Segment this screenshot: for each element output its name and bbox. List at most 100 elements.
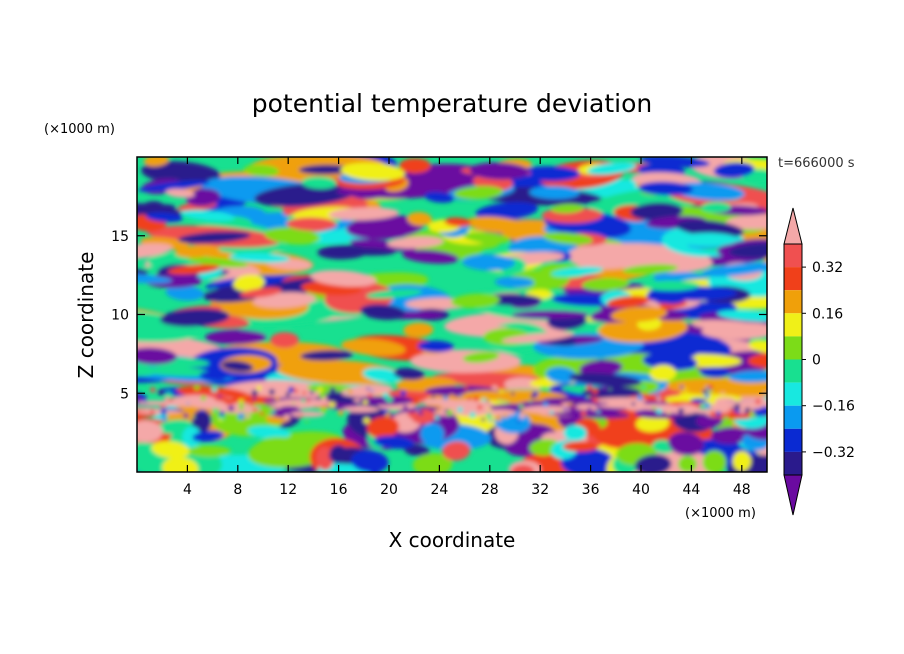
time-label: t=666000 s: [778, 156, 855, 171]
field-anomaly: [260, 436, 304, 451]
noise-speck: [242, 418, 245, 421]
noise-speck: [656, 408, 663, 415]
inversion-anomaly: [485, 409, 516, 417]
field-anomaly: [444, 217, 472, 227]
field-anomaly: [702, 450, 727, 472]
y-axis-label: Z coordinate: [74, 252, 98, 379]
plot-field: [137, 157, 767, 472]
field-anomaly: [568, 372, 642, 387]
field-anomaly: [300, 350, 354, 361]
inversion-anomaly: [595, 397, 647, 404]
noise-speck: [559, 410, 562, 413]
noise-speck: [749, 410, 753, 414]
noise-speck: [194, 385, 200, 391]
noise-speck: [288, 386, 295, 393]
field-anomaly: [701, 262, 767, 277]
noise-speck: [572, 405, 575, 408]
x-tick-label: 8: [233, 482, 242, 498]
noise-speck: [183, 413, 189, 419]
inversion-anomaly: [290, 411, 325, 418]
noise-speck: [693, 393, 698, 399]
colorbar-segment: [784, 267, 802, 291]
noise-speck: [149, 409, 155, 414]
colorbar-tick-label: −0.32: [812, 445, 855, 461]
noise-speck: [602, 386, 607, 391]
field-anomaly: [366, 416, 400, 439]
noise-speck: [249, 401, 254, 407]
noise-speck: [329, 387, 336, 394]
field-anomaly: [359, 304, 406, 320]
noise-speck: [315, 387, 319, 390]
field-anomaly: [462, 351, 500, 363]
x-tick-label: 44: [682, 482, 700, 498]
field-anomaly: [642, 280, 700, 291]
noise-speck: [532, 392, 536, 396]
inversion-anomaly: [279, 406, 299, 411]
noise-speck: [721, 391, 725, 395]
noise-speck: [464, 386, 468, 391]
colorbar-segment: [784, 290, 802, 314]
inversion-anomaly: [542, 397, 587, 403]
noise-speck: [528, 400, 532, 403]
noise-speck: [710, 411, 716, 417]
field-anomaly: [328, 207, 400, 221]
field-anomaly: [691, 319, 765, 333]
noise-speck: [347, 389, 353, 394]
field-anomaly: [165, 285, 204, 301]
noise-speck: [257, 405, 260, 409]
field-anomaly: [668, 431, 704, 456]
x-tick-label: 16: [330, 482, 348, 498]
colorbar-tick-label: 0.32: [812, 260, 843, 276]
noise-speck: [519, 404, 524, 409]
field-anomaly: [630, 202, 684, 221]
inversion-anomaly: [342, 406, 380, 413]
field-anomaly: [138, 180, 210, 192]
colorbar-segment: [784, 313, 802, 337]
y-tick-label: 5: [120, 386, 129, 402]
noise-speck: [320, 407, 327, 414]
field-anomaly: [453, 186, 504, 200]
noise-speck: [631, 402, 636, 406]
colorbar-segment: [784, 382, 802, 406]
field-anomaly: [233, 274, 265, 292]
x-unit-label: (×1000 m): [685, 506, 756, 521]
x-tick-label: 36: [582, 482, 600, 498]
field-anomaly: [362, 367, 403, 383]
noise-speck: [667, 411, 670, 415]
noise-speck: [161, 415, 167, 422]
noise-speck: [329, 401, 336, 408]
field-anomaly: [286, 217, 337, 231]
field-anomaly: [264, 227, 321, 245]
y-axis: 5 10 15: [111, 229, 767, 402]
noise-speck: [192, 415, 195, 419]
noise-speck: [560, 389, 564, 394]
field-anomaly: [732, 451, 752, 472]
noise-speck: [678, 408, 684, 414]
y-tick-label: 15: [111, 229, 129, 245]
field-anomaly: [141, 161, 221, 186]
noise-speck: [165, 391, 172, 398]
noise-speck: [418, 410, 424, 416]
noise-speck: [363, 417, 370, 424]
noise-speck: [587, 407, 592, 412]
field-anomaly: [221, 360, 254, 372]
field-anomaly: [511, 310, 589, 319]
field-anomaly: [634, 454, 672, 472]
field-anomaly: [167, 264, 221, 275]
noise-speck: [385, 412, 390, 417]
noise-speck: [275, 396, 280, 401]
noise-speck: [467, 392, 470, 395]
noise-speck: [586, 395, 589, 399]
noise-speck: [386, 396, 393, 403]
field-anomaly: [254, 182, 356, 207]
noise-speck: [367, 393, 373, 398]
noise-speck: [238, 398, 243, 403]
field-anomaly: [298, 164, 354, 175]
field-anomaly: [407, 211, 433, 226]
field-anomaly: [450, 293, 500, 309]
field-anomaly: [186, 445, 231, 457]
field-anomaly: [713, 162, 755, 178]
noise-speck: [251, 389, 258, 397]
field-anomaly: [143, 366, 211, 377]
